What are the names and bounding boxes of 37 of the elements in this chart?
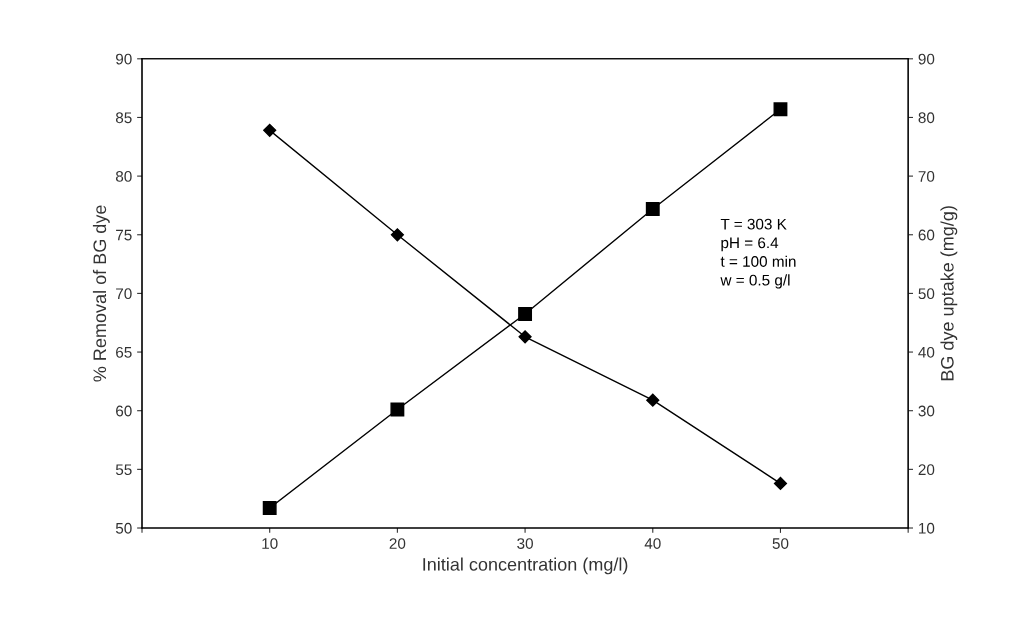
y-tick-label: 55 [115,464,132,476]
y-tick-label: 70 [116,288,132,300]
point [390,402,405,417]
point [773,476,788,491]
y2-tick-label: 40 [918,346,935,358]
point [773,102,788,117]
y2-tick-label: 70 [918,170,935,182]
y2-axis-title: BG dye uptake (mg/g) [940,206,958,381]
y-axis-title: % Removal of BG dye [92,205,110,382]
y2-tick-label: 20 [918,464,935,476]
point [390,228,404,242]
x-axis-title: Initial concentration (mg/l) [423,557,628,575]
y2-tick-label: 50 [918,288,935,300]
x-tick-label: 20 [389,538,406,549]
x-tick-label: 10 [262,538,278,549]
y2-tick-label: 90 [918,53,935,65]
y2-tick-label: 60 [918,229,935,241]
x-tick-label: 50 [772,538,789,549]
point [263,123,277,137]
y-tick-label: 80 [115,170,132,182]
point [262,501,277,516]
y-tick-label: 90 [116,53,132,65]
point [518,330,532,344]
point [646,393,660,407]
annotation: T = 303 K pH = 6.4 t = 100 min w = 0.5 g/l [720,218,796,289]
point [645,202,660,216]
x-tick-label: 40 [644,538,661,549]
y-tick-label: 85 [115,112,132,124]
y-tick-label: 50 [115,522,132,534]
y-tick-label: 60 [116,405,132,417]
y2-tick-label: 80 [918,112,935,124]
x-tick-label: 30 [517,538,533,549]
y-tick-label: 75 [116,229,132,241]
point [518,306,533,321]
y2-tick-label: 10 [919,522,935,534]
y2-tick-label: 30 [918,405,935,417]
y-tick-label: 65 [116,346,132,358]
